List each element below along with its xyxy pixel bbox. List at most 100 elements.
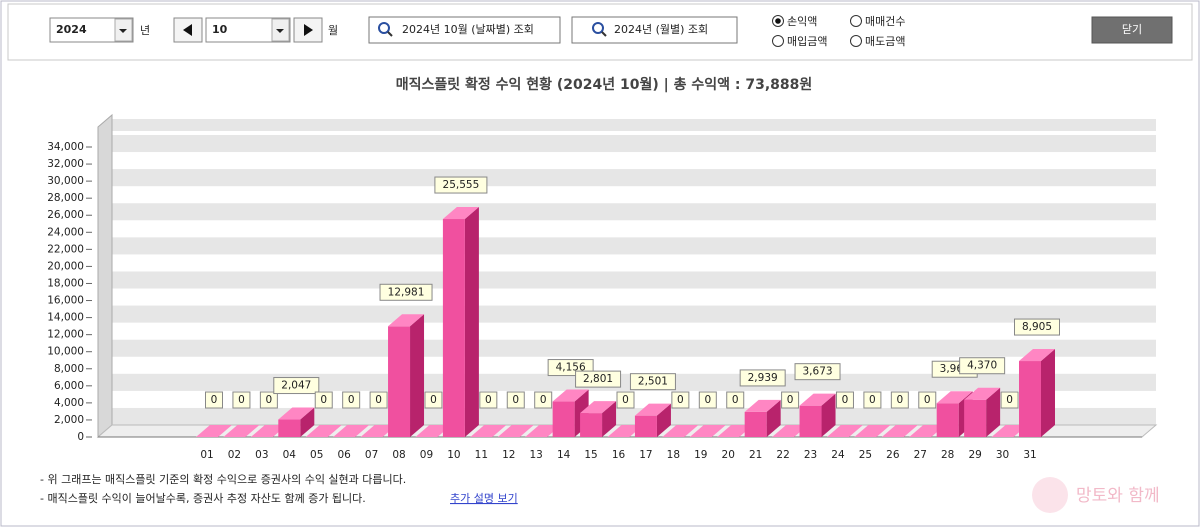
value-label-box <box>959 357 1006 375</box>
bar-top <box>772 425 809 437</box>
y-tick-label: 4,000 <box>54 397 84 409</box>
value-label: 25,555 <box>443 179 480 191</box>
grid-band <box>112 271 1156 289</box>
x-tick-label: 30 <box>996 449 1009 461</box>
bar-top <box>881 425 918 437</box>
x-tick-label: 06 <box>337 449 351 461</box>
value-label-box <box>890 391 909 409</box>
watermark: 망토와 함께 <box>1076 486 1160 506</box>
bar-top <box>689 425 726 437</box>
bar <box>388 326 411 437</box>
x-tick-label: 09 <box>420 449 433 461</box>
x-tick-label: 22 <box>776 449 789 461</box>
bar <box>1019 361 1041 437</box>
grid-band <box>112 305 1156 323</box>
radio-label: 매매건수 <box>865 15 905 28</box>
grid-band <box>112 203 1156 221</box>
note: - 위 그래프는 매직스플릿 기준의 확정 수익으로 증권사의 수익 실현과 다… <box>40 473 406 486</box>
bar-top <box>854 425 891 437</box>
value-label-box <box>629 373 676 391</box>
value-label-box <box>1000 391 1019 409</box>
search-icon <box>601 31 607 37</box>
y-tick-label: 14,000 <box>47 312 84 324</box>
link[interactable]: 추가 설명 보기 <box>450 492 518 505</box>
y-tick-label: 12,000 <box>47 329 84 341</box>
value-label: 0 <box>238 394 245 406</box>
bar-top <box>1019 349 1055 362</box>
x-tick-label: 28 <box>941 449 954 461</box>
y-tick-label: 26,000 <box>47 209 84 221</box>
monthly-query-button[interactable] <box>571 16 738 44</box>
value-label: 0 <box>622 394 629 406</box>
grid-band <box>112 339 1156 357</box>
bar <box>278 419 301 437</box>
x-tick-label: 19 <box>694 449 707 461</box>
bar-top <box>826 425 863 437</box>
x-tick-label: 11 <box>475 449 488 461</box>
value-label-box <box>726 391 745 409</box>
daily-query-button[interactable] <box>368 16 561 44</box>
x-tick-label: 25 <box>859 449 872 461</box>
value-label: 2,801 <box>583 373 613 385</box>
bar-top <box>333 425 370 437</box>
bar-side <box>464 207 479 437</box>
x-tick-label: 16 <box>612 449 626 461</box>
close-button[interactable] <box>1091 16 1173 44</box>
radio[interactable] <box>850 35 862 47</box>
value-label: 2,501 <box>638 376 668 388</box>
bar-top <box>607 425 644 437</box>
bar-top <box>497 425 534 437</box>
value-label: 0 <box>430 394 437 406</box>
x-tick-label: 08 <box>392 449 405 461</box>
value-label: 8,905 <box>1022 321 1052 333</box>
year-unit: 년 <box>140 24 150 37</box>
value-label-box <box>1014 318 1060 336</box>
bar-top <box>991 425 1028 437</box>
radio[interactable] <box>850 15 862 27</box>
x-tick-label: 23 <box>804 449 817 461</box>
prev-button[interactable] <box>173 17 203 43</box>
bar-side <box>766 399 781 437</box>
bar-top <box>525 425 562 437</box>
radio-dot <box>775 18 781 24</box>
bar-top <box>936 391 973 404</box>
bar-top <box>909 425 946 437</box>
arrow-icon <box>276 29 284 33</box>
x-tick-label: 01 <box>200 449 213 461</box>
x-tick-label: 20 <box>722 449 735 461</box>
y-tick-label: 6,000 <box>54 380 84 392</box>
button-label: 2024년 10월 (날짜별) 조회 <box>402 23 534 36</box>
bar-top <box>415 425 452 437</box>
bar-top <box>662 425 699 437</box>
arrow-icon <box>119 29 127 33</box>
bar-side <box>656 403 671 437</box>
bar-top <box>634 403 671 416</box>
x-tick-label: 26 <box>886 449 900 461</box>
y-tick-label: 10,000 <box>47 346 84 358</box>
value-label-box <box>739 369 786 387</box>
grid-band <box>112 407 1156 425</box>
value-label: 0 <box>485 394 492 406</box>
value-label: 0 <box>787 394 794 406</box>
bar-top <box>196 425 232 437</box>
y-tick-label: 16,000 <box>47 295 84 307</box>
value-label-box <box>434 176 488 194</box>
x-tick-label: 29 <box>968 449 981 461</box>
radio[interactable] <box>772 35 784 47</box>
x-tick-label: 05 <box>310 449 323 461</box>
search-icon <box>592 22 604 34</box>
bar-top <box>305 425 342 437</box>
value-label-box <box>342 391 361 409</box>
bar-top <box>470 425 507 437</box>
y-tick-label: 24,000 <box>47 226 84 238</box>
bar-side <box>986 387 1001 437</box>
close-label: 닫기 <box>1122 23 1142 36</box>
value-label-box <box>616 391 635 409</box>
value-label-box <box>259 391 278 409</box>
y-tick-label: 32,000 <box>47 158 84 170</box>
value-label: 4,156 <box>556 362 586 374</box>
note: - 매직스플릿 수익이 늘어날수록, 증권사 추정 자산도 함께 증가 됩니다. <box>40 492 366 505</box>
grid-band <box>112 169 1156 187</box>
bar-side <box>602 401 617 437</box>
value-label-box <box>781 391 800 409</box>
